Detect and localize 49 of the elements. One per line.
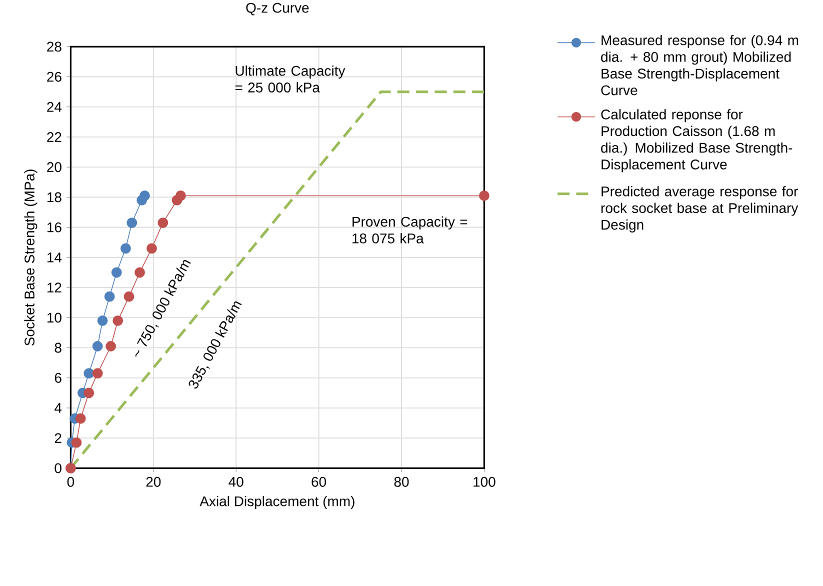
point (71, 437, 82, 448)
x-tick-label: 100 (474, 476, 496, 487)
chart-title: Q-z Curve (246, 2, 309, 16)
y-tick-label: 28 (47, 42, 62, 52)
point (479, 190, 490, 201)
point (134, 267, 145, 278)
point (106, 340, 116, 352)
point (84, 388, 94, 398)
point (97, 315, 108, 326)
y-tick-label: 16 (47, 222, 62, 232)
point (112, 315, 124, 326)
y-tick-label: 24 (47, 102, 62, 112)
point (111, 267, 122, 278)
point (75, 413, 86, 424)
point (175, 190, 186, 201)
x-tick-label: 40 (228, 476, 244, 487)
annotation: Proven Capacity = 18 075 kPa (352, 216, 468, 244)
y-axis-title: Socket Base Strength (MPa) (24, 169, 38, 346)
y-tick-label: 14 (47, 252, 62, 262)
y-tick-label: 20 (47, 162, 62, 172)
y-tick-label: 8 (54, 342, 62, 353)
y-tick-label: 2 (54, 433, 62, 443)
point (104, 291, 115, 302)
x-axis-title: Axial Displacement (mm) (200, 496, 354, 509)
x-tick-label: 0 (67, 476, 74, 487)
y-tick-label: 26 (47, 72, 62, 82)
point (84, 368, 94, 378)
y-tick-label: 6 (54, 372, 62, 383)
legend-label: Calculated reponse for Production Caisson (1.68 m dia.) Mobilized Base Strength-Displacement Curve (601, 109, 792, 172)
point (92, 340, 103, 352)
y-tick-label: 0 (54, 463, 62, 474)
x-tick-label: 60 (312, 476, 326, 487)
point (140, 190, 150, 201)
legend-label: Measured response for (0.94 m dia. + 80 mm grout) Mobilized Base Strength-Displacement Curve (601, 34, 798, 96)
legend-label: Predicted average response for rock socket base at Preliminary Design (601, 186, 798, 232)
y-tick-label: 12 (47, 282, 62, 292)
annotation: Ultimate Capacity = 25 000 kPa (235, 65, 346, 92)
point (146, 243, 157, 254)
y-tick-label: 22 (47, 132, 62, 142)
y-tick-label: 18 (47, 192, 62, 202)
point (126, 218, 138, 228)
point (158, 218, 168, 228)
point (120, 243, 131, 254)
point (92, 368, 103, 378)
y-tick-label: 4 (54, 403, 62, 413)
y-tick-label: 10 (47, 312, 62, 323)
point (124, 291, 134, 302)
x-tick-label: 20 (146, 476, 161, 487)
x-tick-label: 80 (394, 476, 409, 487)
